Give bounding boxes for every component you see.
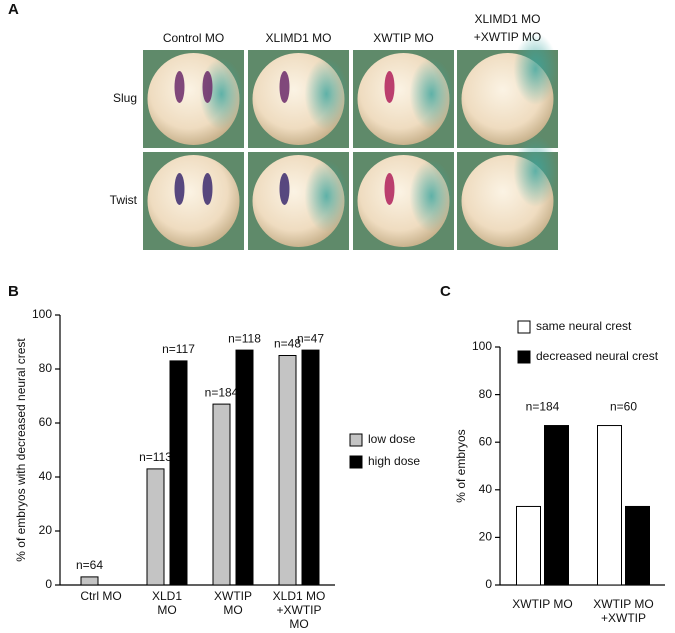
bar	[212, 403, 231, 586]
column-label: XLIMD1 MO	[265, 31, 331, 45]
bar	[169, 360, 188, 586]
bar	[516, 505, 541, 586]
n-label: n=64	[76, 558, 103, 572]
embryo-image	[353, 152, 454, 250]
x-tick-label-line: XWTIP MO	[512, 597, 572, 611]
stain	[202, 173, 213, 205]
lineage-tracer	[513, 135, 558, 207]
x-tick-label: XWTIP MO	[512, 597, 572, 611]
x-tick-label: XLD1 MO	[152, 589, 182, 617]
y-tick-label: 20	[39, 523, 53, 537]
y-tick-label: 0	[485, 577, 492, 591]
embryo-image	[143, 50, 244, 148]
x-tick-label-line: MO	[157, 603, 176, 617]
legend-label: decreased neural crest	[536, 349, 659, 363]
legend-swatch	[349, 455, 363, 469]
embryo-image	[457, 33, 558, 148]
bar	[625, 505, 650, 586]
lineage-tracer	[513, 33, 558, 105]
y-tick-label: 100	[472, 339, 492, 353]
x-tick-label-line: +XWTIP	[601, 611, 646, 625]
column-label-line: XLIMD1 MO	[265, 31, 331, 45]
y-tick-label: 80	[39, 361, 53, 375]
bar	[80, 576, 99, 586]
n-label: n=47	[297, 331, 324, 345]
n-label: n=117	[162, 342, 195, 356]
column-label: Control MO	[163, 31, 224, 45]
legend-swatch	[349, 433, 363, 447]
panel-letter: B	[8, 283, 19, 300]
embryo-image	[143, 152, 244, 250]
bar	[146, 468, 165, 586]
y-tick-label: 40	[39, 469, 53, 483]
panel-letter: C	[440, 283, 451, 300]
embryo-image	[457, 135, 558, 250]
bar	[301, 349, 320, 586]
x-tick-label-line: XWTIP MO	[593, 597, 653, 611]
x-tick-label-line: +XWTIP	[276, 603, 321, 617]
y-tick-label: 60	[39, 415, 53, 429]
n-label: n=184	[526, 400, 560, 414]
y-tick-label: 0	[45, 577, 52, 591]
row-label: Twist	[110, 193, 138, 207]
column-label-line: XLIMD1 MO	[474, 12, 540, 26]
y-axis-label: % of embryos with decreased neural crest	[14, 338, 28, 562]
y-tick-label: 20	[479, 530, 493, 544]
bar	[544, 425, 569, 586]
n-label: n=48	[274, 337, 301, 351]
legend-swatch	[517, 350, 531, 364]
row-label: Slug	[113, 91, 137, 105]
legend-label: high dose	[368, 454, 420, 468]
column-label-line: Control MO	[163, 31, 224, 45]
stain	[384, 173, 395, 205]
n-label: n=113	[139, 450, 172, 464]
n-label: n=118	[228, 331, 261, 345]
x-tick-label-line: Ctrl MO	[80, 589, 121, 603]
n-label: n=184	[205, 385, 239, 399]
x-tick-label-line: MO	[289, 617, 308, 631]
panel-letter: A	[8, 1, 19, 18]
column-label-line: XWTIP MO	[373, 31, 433, 45]
x-tick-label-line: XWTIP	[214, 589, 252, 603]
x-tick-label: XLD1 MO +XWTIP MO	[273, 589, 326, 631]
lineage-tracer	[409, 160, 454, 232]
embryo-image	[248, 50, 349, 148]
embryo	[147, 155, 240, 247]
stain	[174, 173, 185, 205]
y-axis-label: % of embryos	[454, 429, 468, 502]
legend-swatch	[517, 320, 531, 334]
legend-label: same neural crest	[536, 319, 632, 333]
lineage-tracer	[409, 58, 454, 130]
lineage-tracer	[304, 160, 349, 232]
legend-label: low dose	[368, 432, 416, 446]
y-tick-label: 80	[479, 387, 493, 401]
x-tick-label-line: MO	[223, 603, 242, 617]
y-tick-label: 60	[479, 434, 493, 448]
column-label: XWTIP MO	[373, 31, 433, 45]
x-tick-label: XWTIP MO	[214, 589, 252, 617]
lineage-tracer	[304, 58, 349, 130]
bar	[278, 355, 297, 586]
stain	[384, 71, 395, 103]
x-tick-label-line: XLD1	[152, 589, 182, 603]
stain	[279, 173, 290, 205]
stain	[279, 71, 290, 103]
bar	[597, 425, 622, 586]
bar	[235, 349, 254, 586]
y-tick-label: 100	[32, 307, 52, 321]
x-tick-label: XWTIP MO +XWTIP	[593, 597, 653, 625]
embryo-image	[248, 152, 349, 250]
x-tick-label-line: XLD1 MO	[273, 589, 326, 603]
stain	[174, 71, 185, 103]
n-label: n=60	[610, 400, 637, 414]
stain	[202, 71, 213, 103]
x-tick-label: Ctrl MO	[80, 589, 121, 603]
embryo-image	[353, 50, 454, 148]
y-tick-label: 40	[479, 482, 493, 496]
